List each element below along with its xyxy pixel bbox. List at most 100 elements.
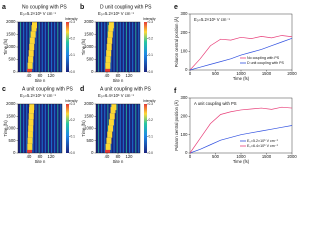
y-tick-label: 1500	[84, 32, 94, 37]
polaron-cell	[28, 113, 34, 120]
x-tick-label: 2000	[287, 71, 297, 76]
polaron-cell	[106, 43, 112, 51]
x-axis-label: Site n	[113, 159, 124, 164]
stripe	[98, 104, 100, 153]
x-axis-label: Time (fs)	[233, 159, 250, 164]
legend-label: No coupling with PS	[247, 56, 280, 60]
colorbar	[144, 22, 147, 72]
panel-letter: b	[80, 4, 84, 11]
polaron-cell	[32, 22, 37, 29]
stripe	[38, 22, 40, 72]
panel-title: D unit coupling with PS	[100, 4, 152, 10]
series-line	[189, 125, 293, 154]
y-tick-label: 1500	[6, 32, 16, 37]
colorbar-tick-label: 0.1	[71, 53, 76, 57]
stripe	[20, 104, 22, 153]
stripe	[138, 22, 140, 72]
stripe	[51, 104, 53, 153]
stripe	[122, 104, 124, 153]
colorbar-tick-label: 0.2	[149, 118, 154, 122]
y-tick-label: 0	[185, 67, 188, 72]
x-tick-label: 80	[116, 73, 121, 78]
polaron-cell	[105, 68, 111, 72]
stripe	[116, 22, 118, 72]
polaron-cell	[108, 119, 114, 126]
x-tick-label: 500	[212, 154, 220, 159]
stripe	[41, 22, 43, 72]
panel-subtitle: E₀=6.4×10⁵ V cm⁻¹	[98, 93, 135, 98]
colorbar	[144, 104, 147, 153]
y-tick-label: 0	[91, 150, 94, 155]
stripe	[23, 104, 25, 153]
y-tick-label: 500	[9, 138, 17, 143]
legend-label: D unit coupling with PS	[247, 61, 285, 65]
x-tick-label: 80	[38, 73, 43, 78]
y-tick-label: 1000	[6, 44, 16, 49]
stripe	[107, 104, 109, 153]
stripe	[60, 104, 62, 153]
colorbar-tick-label: 0.2	[149, 37, 154, 41]
colorbar-tick-label: 0.3	[71, 20, 76, 24]
colorbar-tick-label: 0.1	[71, 135, 76, 139]
colorbar-tick-label: 0.1	[149, 135, 154, 139]
polaron-cell	[28, 50, 34, 57]
x-tick-label: 1000	[236, 154, 246, 159]
y-tick-label: 0	[13, 69, 16, 74]
stripe	[44, 104, 46, 153]
polaron-cell	[28, 125, 34, 132]
stripe	[104, 22, 106, 72]
colorbar-label: Intensity	[65, 17, 78, 21]
stripe	[54, 22, 56, 72]
stripe	[138, 104, 140, 153]
stripe	[51, 22, 53, 72]
x-axis-label: Time (fs)	[233, 76, 250, 81]
stripe	[57, 104, 59, 153]
polaron-cell	[27, 137, 33, 144]
polaron-cell	[27, 143, 33, 150]
stripe	[47, 22, 49, 72]
y-tick-label: 500	[87, 57, 95, 62]
stripe	[26, 22, 28, 72]
y-tick-label: 1000	[84, 126, 94, 131]
y-tick-label: 2000	[6, 101, 16, 106]
x-tick-label: 80	[116, 154, 121, 159]
stripe	[129, 104, 131, 153]
x-tick-label: 1000	[236, 71, 246, 76]
x-tick-label: 40	[105, 154, 110, 159]
heatmap-background	[18, 104, 62, 153]
legend-label: E₀=6.4×10⁵ V cm⁻¹	[247, 144, 279, 148]
y-tick-label: 1000	[84, 44, 94, 49]
stripe	[129, 22, 131, 72]
colorbar-label: Intensity	[65, 99, 78, 103]
polaron-cell	[29, 43, 35, 51]
stripe	[119, 22, 121, 72]
panel-letter: d	[80, 86, 84, 93]
stripe	[113, 22, 115, 72]
y-tick-label: 100	[181, 48, 189, 53]
polaron-cell	[107, 131, 113, 138]
legend-label: E₀=5.2×10⁵ V cm⁻¹	[247, 139, 279, 143]
polaron-cell	[27, 131, 33, 138]
colorbar-tick-label: 0.2	[71, 118, 76, 122]
x-tick-label: 1500	[262, 154, 272, 159]
colorbar-label: Intensity	[143, 99, 156, 103]
panel-subtitle: E₀=5.2×10⁵ V cm⁻¹	[20, 11, 57, 16]
panel-title: No coupling with PS	[22, 4, 67, 10]
y-axis-label: Polaron central position (Å)	[174, 16, 179, 67]
polaron-cell	[29, 37, 35, 44]
polaron-cell	[30, 31, 36, 38]
panel-subtitle: E₀=5.2×10⁵ V cm⁻¹	[20, 93, 57, 98]
x-tick-label: 40	[27, 73, 32, 78]
polaron-cell	[105, 62, 111, 69]
stripe	[26, 104, 28, 153]
series-line	[189, 106, 293, 154]
polaron-cell	[27, 149, 33, 153]
colorbar-tick-label: 0.2	[71, 37, 76, 41]
y-axis-label: Time (fs)	[81, 38, 86, 55]
y-tick-label: 1500	[6, 113, 16, 118]
polaron-cell	[109, 113, 115, 120]
panel-letter: c	[2, 86, 6, 93]
stripe	[135, 22, 137, 72]
stripe	[54, 104, 56, 153]
